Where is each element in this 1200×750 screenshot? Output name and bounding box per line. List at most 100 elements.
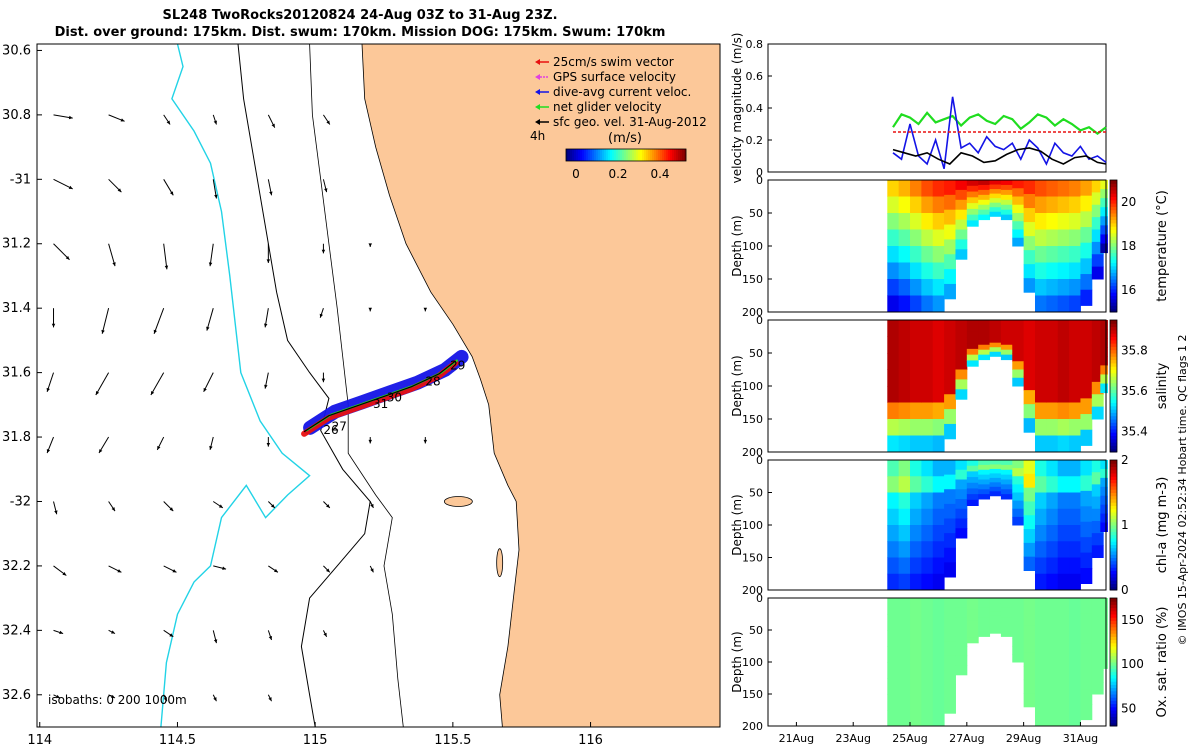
y-tick-label: 31.8 [2,430,31,445]
profile-cell [955,379,968,390]
current-vector [206,308,214,331]
current-vector-head [150,391,155,396]
profile-cell [1000,464,1013,471]
profile-cell [1034,646,1047,663]
colorbar-cell [1110,222,1117,227]
profile-cell [887,369,900,387]
profile-cell [955,469,968,480]
profile-cell [989,180,1002,186]
glider-track [303,360,456,433]
profile-cell [955,508,968,519]
profile-cell [1046,694,1059,711]
profile-cell [1023,487,1036,502]
profile-cell [932,435,945,453]
current-vector [150,372,165,396]
profile-cell [989,202,1002,208]
colorbar-cell [1110,349,1117,354]
colorbar-tick-label: 100 [1121,657,1144,671]
day-label: 31 [373,397,388,411]
profile-cell [978,320,991,326]
profile-cell [978,194,991,201]
legend-swatch-head [535,119,540,125]
current-vector-head [99,449,103,454]
profile-cell [1069,476,1081,493]
legend-colorbar-cell [680,149,683,161]
profile-cell [1012,638,1025,647]
profile-cell [1000,334,1013,341]
profile-cell [1000,479,1013,485]
profile-cell [1046,492,1059,510]
colorbar-cell [1110,713,1117,717]
current-vector-head [172,569,177,573]
colorbar-cell [1110,586,1117,591]
profile-y-tick-label: 50 [749,207,763,220]
profile-cell [1069,492,1081,510]
profile-cell [1000,612,1013,618]
legend-colorbar-cell [660,149,663,161]
profile-cell [978,612,991,618]
profile-cell [978,180,991,186]
profile-cell [955,646,968,657]
legend-colorbar-cell [616,149,619,161]
current-vector-head [324,188,328,193]
profile-cell [1069,402,1081,420]
colorbar-cell [1110,684,1117,689]
colorbar-cell [1110,320,1117,324]
profile-cell [944,626,956,642]
legend-colorbar-cell [622,149,625,161]
profile-cell [1100,659,1108,669]
profile-cell [1091,406,1104,420]
colorbar-cell [1110,614,1117,618]
colorbar-cell [1110,655,1117,660]
profile-cell [1000,626,1013,633]
profile-cell [1023,542,1036,558]
profile-cell [1012,237,1025,247]
profile-cell [1023,611,1036,626]
profile-cell [1080,506,1093,523]
profile-cell [932,573,945,591]
profile-cell [1023,473,1036,489]
colorbar-tick-label: 18 [1121,239,1136,253]
profile-cell [1012,630,1025,639]
colorbar-cell [1110,492,1117,497]
profile-cell [1023,460,1036,475]
profile-cell [978,199,991,206]
profile-cell [1080,658,1093,675]
profile-cell [989,324,1002,330]
profile-cell [921,525,934,542]
profile-cell [978,460,991,466]
profile-cell [1000,339,1013,346]
profile-y-tick-label: 100 [742,519,763,532]
profile-cell [921,614,934,631]
colorbar-cell [1110,528,1117,532]
current-vector-head [326,120,330,125]
profile-cell [910,508,922,526]
profile-cell [921,369,934,387]
velocity-frame [767,43,1107,173]
profile-cell [955,359,968,370]
legend-entry: sfc geo. vel. 31-Aug-2012 [553,115,707,129]
profile-cell [1091,266,1104,280]
profile-cell [1046,419,1059,436]
profile-cell [1069,419,1081,436]
profile-cell [966,499,979,506]
profile-cell [1034,525,1047,542]
profile-cell [921,295,934,313]
profile-cell [1034,694,1047,711]
profile-cell [1012,221,1025,230]
profile-cell [932,213,945,230]
current-vector-head [321,378,326,383]
profile-cell [898,614,911,631]
current-vector [153,308,165,334]
legend-entry: dive-avg current veloc. [553,85,691,99]
colorbar-cell [1110,425,1117,430]
land-mass [361,44,720,727]
profile-cell [910,246,922,263]
profile-cell [1100,624,1108,634]
profile-cell [1091,520,1104,534]
legend-time-step: 4h [530,129,545,143]
colorbar-cell [1110,518,1117,523]
legend-colorbar-cell [572,149,575,161]
profile-cell [1034,598,1047,615]
profile-cell [898,279,911,296]
